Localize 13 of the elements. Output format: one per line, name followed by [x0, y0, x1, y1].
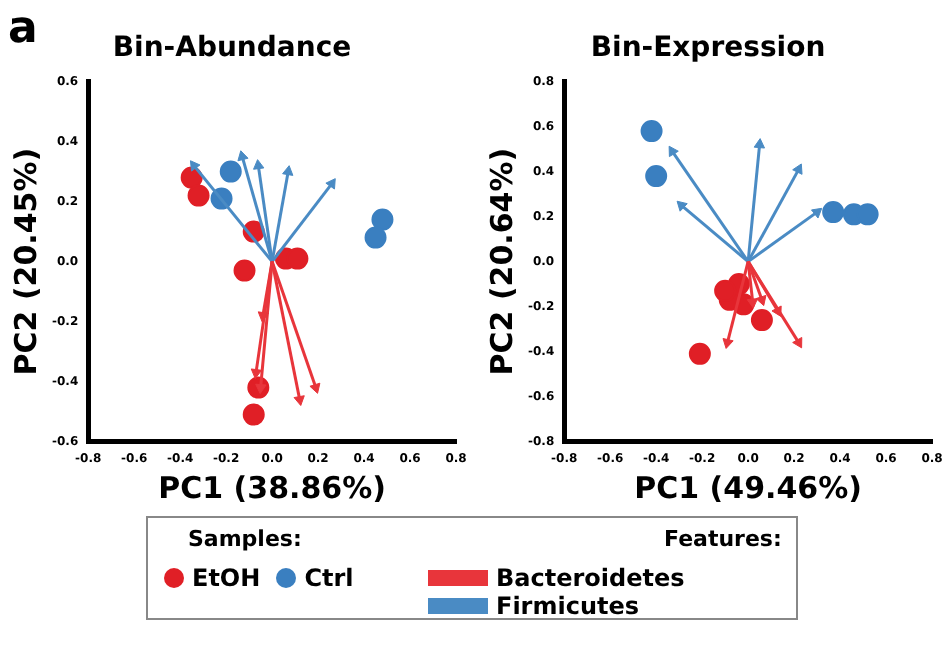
legend-title: Features:: [662, 526, 784, 552]
legend-label: Ctrl: [302, 564, 354, 592]
legend-label: EtOH: [190, 564, 261, 592]
y-axis-title: PC2 (20.45%): [7, 147, 44, 376]
legend-label: Firmicutes: [494, 592, 640, 620]
x-axis-title: PC1 (38.86%): [158, 469, 386, 506]
chart-title: Bin-Expression: [590, 32, 826, 65]
legend-label: Bacteroidetes: [494, 564, 685, 592]
text: a: [8, 4, 38, 54]
chart-title: Bin-Abundance: [112, 32, 352, 65]
y-axis-title: PC2 (20.64%): [483, 147, 520, 376]
x-axis-title: PC1 (49.46%): [634, 469, 862, 506]
legend-title: Samples:: [186, 526, 304, 552]
